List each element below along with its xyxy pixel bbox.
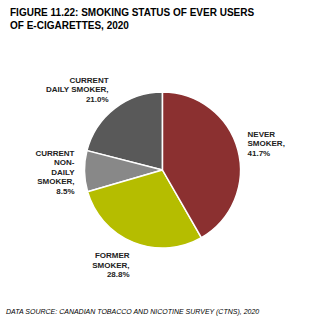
svg-text:FORMERSMOKER,28.8%: FORMERSMOKER,28.8% (92, 251, 130, 279)
html-text:OF E-CIGARETTES, 2020: OF E-CIGARETTES, 2020 (10, 20, 129, 31)
html-text:FIGURE 11.22: SMOKING STATUS O: FIGURE 11.22: SMOKING STATUS OF EVER USE… (10, 7, 255, 18)
svg-text:CURRENTDAILY SMOKER,21.0%: CURRENTDAILY SMOKER,21.0% (46, 76, 109, 104)
svg-text:NEVERSMOKER,41.7%: NEVERSMOKER,41.7% (248, 130, 285, 158)
html-text:DATA SOURCE: CANADIAN TOBACCO: DATA SOURCE: CANADIAN TOBACCO AND NICOTI… (6, 308, 260, 315)
svg-text:CURRENTNON-DAILYSMOKER,8.5%: CURRENTNON-DAILYSMOKER,8.5% (35, 149, 75, 196)
